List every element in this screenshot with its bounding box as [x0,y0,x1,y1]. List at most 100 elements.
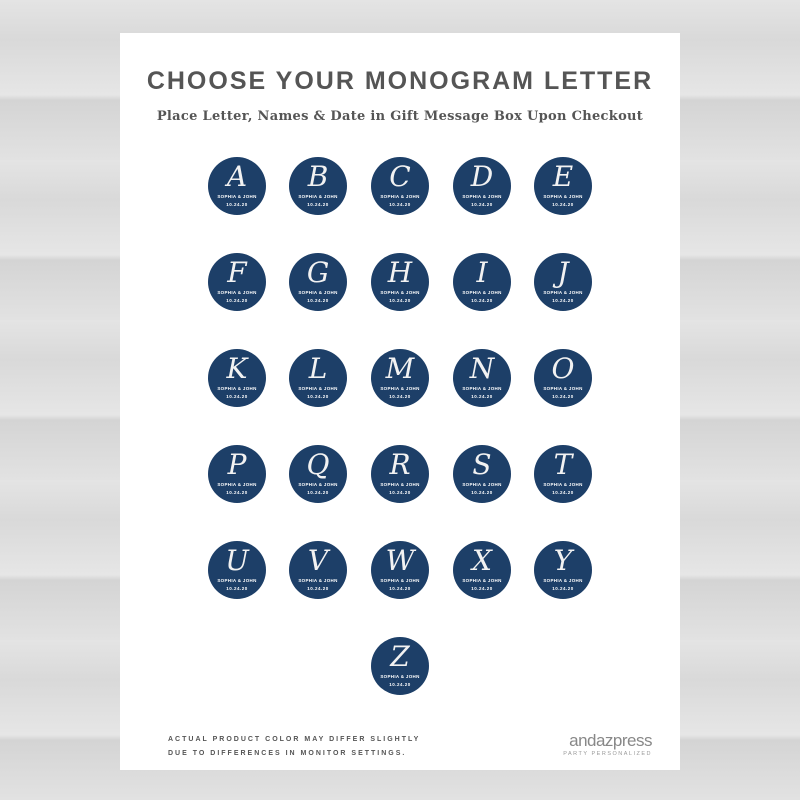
monogram-names: SOPHIA & JOHN [298,578,338,583]
monogram-names: SOPHIA & JOHN [462,194,502,199]
footer-line-1: ACTUAL PRODUCT COLOR MAY DIFFER SLIGHTLY [168,736,421,743]
monogram-names: SOPHIA & JOHN [298,386,338,391]
monogram-date: 10.24.20 [307,490,329,495]
monogram-letter: C [389,160,411,193]
monogram-date: 10.24.20 [389,586,411,591]
monogram-option-o: O SOPHIA & JOHN 10.24.20 [534,349,592,407]
monogram-letter: N [469,352,495,385]
monogram-date: 10.24.20 [226,586,248,591]
monogram-letter: L [308,352,328,385]
monogram-letter: V [307,544,329,577]
monogram-letter: R [389,448,411,481]
monogram-letter: W [385,544,415,577]
monogram-names: SOPHIA & JOHN [543,386,583,391]
monogram-sheet: CHOOSE YOUR MONOGRAM LETTER Place Letter… [120,33,680,770]
monogram-option-a: A SOPHIA & JOHN 10.24.20 [208,157,266,215]
monogram-date: 10.24.20 [389,490,411,495]
footer-line-2: DUE TO DIFFERENCES IN MONITOR SETTINGS. [168,750,407,757]
monogram-letter: I [476,256,488,289]
monogram-letter: B [307,160,329,193]
monogram-letter: Q [306,448,330,481]
monogram-names: SOPHIA & JOHN [217,482,257,487]
monogram-date: 10.24.20 [226,490,248,495]
monogram-letter: H [387,256,413,289]
monogram-names: SOPHIA & JOHN [217,290,257,295]
monogram-names: SOPHIA & JOHN [380,290,420,295]
monogram-option-c: C SOPHIA & JOHN 10.24.20 [371,157,429,215]
monogram-date: 10.24.20 [389,202,411,207]
page-title: CHOOSE YOUR MONOGRAM LETTER [146,67,654,95]
monogram-date: 10.24.20 [307,298,329,303]
monogram-letter: T [553,448,573,481]
monogram-date: 10.24.20 [389,298,411,303]
brand-logo: andazpress PARTY PERSONALIZED [563,731,652,757]
monogram-date: 10.24.20 [471,202,493,207]
monogram-date: 10.24.20 [552,394,574,399]
monogram-letter: X [472,544,492,577]
monogram-date: 10.24.20 [552,586,574,591]
monogram-date: 10.24.20 [471,490,493,495]
monogram-option-d: D SOPHIA & JOHN 10.24.20 [453,157,511,215]
monogram-date: 10.24.20 [389,394,411,399]
monogram-letter: E [552,160,574,193]
monogram-date: 10.24.20 [307,202,329,207]
monogram-letter: U [225,544,249,577]
page-subtitle: Place Letter, Names & Date in Gift Messa… [156,109,644,124]
monogram-option-t: T SOPHIA & JOHN 10.24.20 [534,445,592,503]
monogram-option-p: P SOPHIA & JOHN 10.24.20 [208,445,266,503]
monogram-names: SOPHIA & JOHN [543,194,583,199]
monogram-names: SOPHIA & JOHN [462,578,502,583]
monogram-names: SOPHIA & JOHN [298,290,338,295]
monogram-letter: K [226,352,248,385]
monogram-option-s: S SOPHIA & JOHN 10.24.20 [453,445,511,503]
monogram-option-v: V SOPHIA & JOHN 10.24.20 [289,541,347,599]
monogram-names: SOPHIA & JOHN [462,290,502,295]
monogram-names: SOPHIA & JOHN [298,194,338,199]
monogram-date: 10.24.20 [471,586,493,591]
monogram-option-k: K SOPHIA & JOHN 10.24.20 [208,349,266,407]
monogram-names: SOPHIA & JOHN [380,194,420,199]
monogram-date: 10.24.20 [552,490,574,495]
monogram-option-z: Z SOPHIA & JOHN 10.24.20 [371,637,429,695]
monogram-letter: M [385,352,415,385]
monogram-names: SOPHIA & JOHN [380,386,420,391]
monogram-names: SOPHIA & JOHN [217,578,257,583]
monogram-option-b: B SOPHIA & JOHN 10.24.20 [289,157,347,215]
monogram-option-q: Q SOPHIA & JOHN 10.24.20 [289,445,347,503]
monogram-option-j: J SOPHIA & JOHN 10.24.20 [534,253,592,311]
monogram-date: 10.24.20 [552,202,574,207]
monogram-date: 10.24.20 [389,682,411,687]
monogram-letter: S [472,448,492,481]
monogram-date: 10.24.20 [226,202,248,207]
monogram-date: 10.24.20 [226,298,248,303]
monogram-option-u: U SOPHIA & JOHN 10.24.20 [208,541,266,599]
monogram-names: SOPHIA & JOHN [298,482,338,487]
logo-brand: andazpress [569,731,652,750]
monogram-names: SOPHIA & JOHN [380,482,420,487]
monogram-option-x: X SOPHIA & JOHN 10.24.20 [453,541,511,599]
monogram-letter: D [470,160,494,193]
monogram-names: SOPHIA & JOHN [462,386,502,391]
monogram-letter: F [227,256,247,289]
monogram-option-l: L SOPHIA & JOHN 10.24.20 [289,349,347,407]
monogram-option-n: N SOPHIA & JOHN 10.24.20 [453,349,511,407]
monogram-names: SOPHIA & JOHN [217,386,257,391]
monogram-letter: Y [553,544,573,577]
monogram-date: 10.24.20 [552,298,574,303]
monogram-option-h: H SOPHIA & JOHN 10.24.20 [371,253,429,311]
monogram-option-i: I SOPHIA & JOHN 10.24.20 [453,253,511,311]
monogram-date: 10.24.20 [471,298,493,303]
monogram-option-w: W SOPHIA & JOHN 10.24.20 [371,541,429,599]
monogram-names: SOPHIA & JOHN [543,578,583,583]
monogram-option-g: G SOPHIA & JOHN 10.24.20 [289,253,347,311]
monogram-option-m: M SOPHIA & JOHN 10.24.20 [371,349,429,407]
monogram-names: SOPHIA & JOHN [543,482,583,487]
monogram-date: 10.24.20 [471,394,493,399]
monogram-letter: P [227,448,247,481]
monogram-letter: O [551,352,575,385]
monogram-names: SOPHIA & JOHN [380,578,420,583]
monogram-names: SOPHIA & JOHN [217,194,257,199]
monogram-option-r: R SOPHIA & JOHN 10.24.20 [371,445,429,503]
monogram-date: 10.24.20 [307,394,329,399]
monogram-letter: J [557,256,569,289]
